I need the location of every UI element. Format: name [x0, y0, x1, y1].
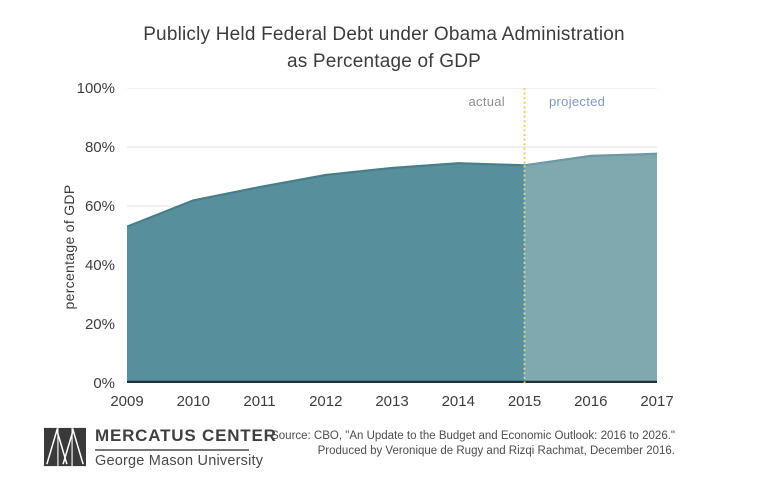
actual-segment-label: actual — [468, 94, 505, 109]
brand-name: MERCATUS CENTER — [95, 426, 277, 445]
x-tick-label: 2009 — [110, 393, 144, 410]
chart-title-line1: Publicly Held Federal Debt under Obama A… — [143, 24, 625, 45]
chart-title: Publicly Held Federal Debt under Obama A… — [0, 21, 768, 75]
y-axis-title: percentage of GDP — [61, 184, 77, 310]
line-actual — [126, 162, 525, 228]
x-tick-label: 2017 — [640, 393, 674, 410]
source-line1: Source: CBO, "An Update to the Budget an… — [271, 430, 675, 442]
x-tick-label: 2010 — [176, 393, 210, 410]
brand-subname: George Mason University — [95, 453, 264, 469]
x-tick-label: 2015 — [507, 393, 542, 410]
y-tick-label: 20% — [84, 316, 115, 333]
x-tick-label: 2011 — [243, 393, 276, 410]
source-line2: Produced by Veronique de Rugy and Rizqi … — [317, 445, 675, 457]
y-tick-label: 80% — [84, 139, 115, 156]
area-actual — [127, 163, 525, 383]
plot-area — [126, 87, 658, 384]
y-tick-label: 60% — [84, 198, 115, 215]
brand-divider — [95, 449, 249, 451]
x-tick-label: 2014 — [441, 393, 475, 410]
x-tick-label: 2016 — [574, 393, 608, 410]
y-tick-label: 0% — [93, 375, 115, 392]
area-projected — [524, 153, 657, 383]
source-attribution: Source: CBO, "An Update to the Budget an… — [271, 429, 675, 459]
mercatus-logo-icon — [44, 427, 86, 467]
y-tick-label: 40% — [84, 257, 115, 274]
x-tick-label: 2013 — [375, 393, 409, 410]
x-tick-label: 2012 — [309, 393, 343, 410]
y-tick-label: 100% — [76, 80, 115, 97]
projected-segment-label: projected — [549, 94, 606, 109]
chart-title-line2: as Percentage of GDP — [286, 51, 482, 72]
brand-block: MERCATUS CENTER George Mason University — [95, 426, 277, 469]
line-projected — [524, 152, 658, 167]
debt-area-chart — [126, 87, 658, 384]
